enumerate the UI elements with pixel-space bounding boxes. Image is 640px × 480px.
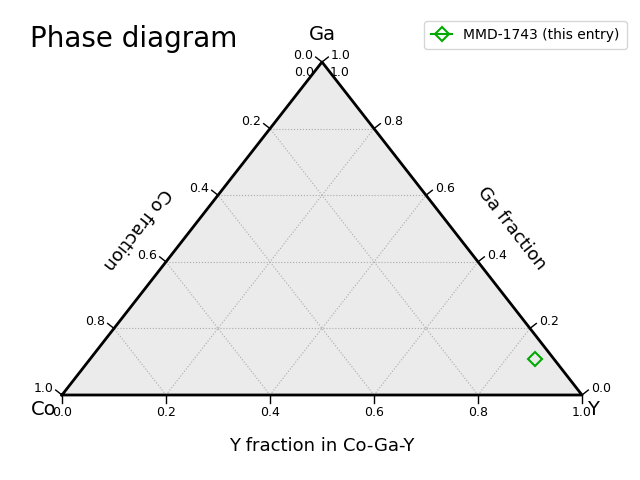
Text: 0.0: 0.0 <box>293 49 314 62</box>
Legend: MMD-1743 (this entry): MMD-1743 (this entry) <box>424 21 627 49</box>
Text: 0.8: 0.8 <box>468 406 488 419</box>
Text: 0.6: 0.6 <box>364 406 384 419</box>
Text: 0.6: 0.6 <box>138 249 157 262</box>
Polygon shape <box>62 62 582 395</box>
Text: 0.4: 0.4 <box>486 249 506 262</box>
Text: 0.6: 0.6 <box>435 182 454 195</box>
Text: 1.0: 1.0 <box>331 49 351 62</box>
Text: 0.8: 0.8 <box>383 115 403 128</box>
Text: 1.0: 1.0 <box>572 406 592 419</box>
Text: 0.8: 0.8 <box>85 315 106 328</box>
Text: Y fraction in Co-Ga-Y: Y fraction in Co-Ga-Y <box>229 437 415 455</box>
Text: 1.0: 1.0 <box>330 66 350 79</box>
Text: 0.4: 0.4 <box>189 182 209 195</box>
Text: Ga fraction: Ga fraction <box>474 183 550 274</box>
Text: 0.0: 0.0 <box>52 406 72 419</box>
Text: 0.2: 0.2 <box>241 115 261 128</box>
Text: 0.2: 0.2 <box>539 315 559 328</box>
Text: Phase diagram: Phase diagram <box>30 25 237 53</box>
Text: 0.0: 0.0 <box>591 382 611 395</box>
Text: Co: Co <box>31 400 57 419</box>
Text: 0.4: 0.4 <box>260 406 280 419</box>
Text: Y: Y <box>587 400 599 419</box>
Text: Ga: Ga <box>308 25 335 44</box>
Text: Co fraction: Co fraction <box>100 184 175 273</box>
Text: 1.0: 1.0 <box>33 382 53 395</box>
Text: 0.2: 0.2 <box>156 406 176 419</box>
Text: 0.0: 0.0 <box>294 66 314 79</box>
